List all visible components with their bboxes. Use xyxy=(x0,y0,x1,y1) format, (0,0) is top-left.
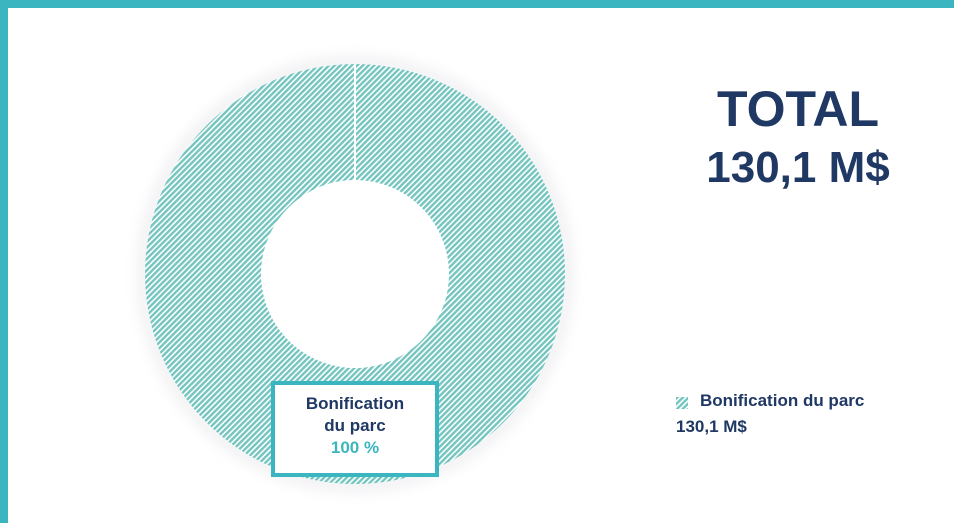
legend-entry-value: 130,1 M$ xyxy=(676,417,747,436)
legend-entry-name: Bonification du parc xyxy=(700,391,865,410)
legend-swatch xyxy=(676,397,688,409)
donut-slice-bonification-du-parc xyxy=(145,64,565,484)
slice-label-line1: Bonification xyxy=(305,394,405,413)
slice-label-percent: 100 % xyxy=(330,438,380,457)
donut-chart xyxy=(140,59,570,489)
slice-label-box: Bonification du parc 100 % xyxy=(271,381,439,477)
total-value: 130,1 M$ xyxy=(706,143,890,192)
total-title: TOTAL xyxy=(716,81,879,137)
slice-label-line2: du parc xyxy=(324,416,386,435)
